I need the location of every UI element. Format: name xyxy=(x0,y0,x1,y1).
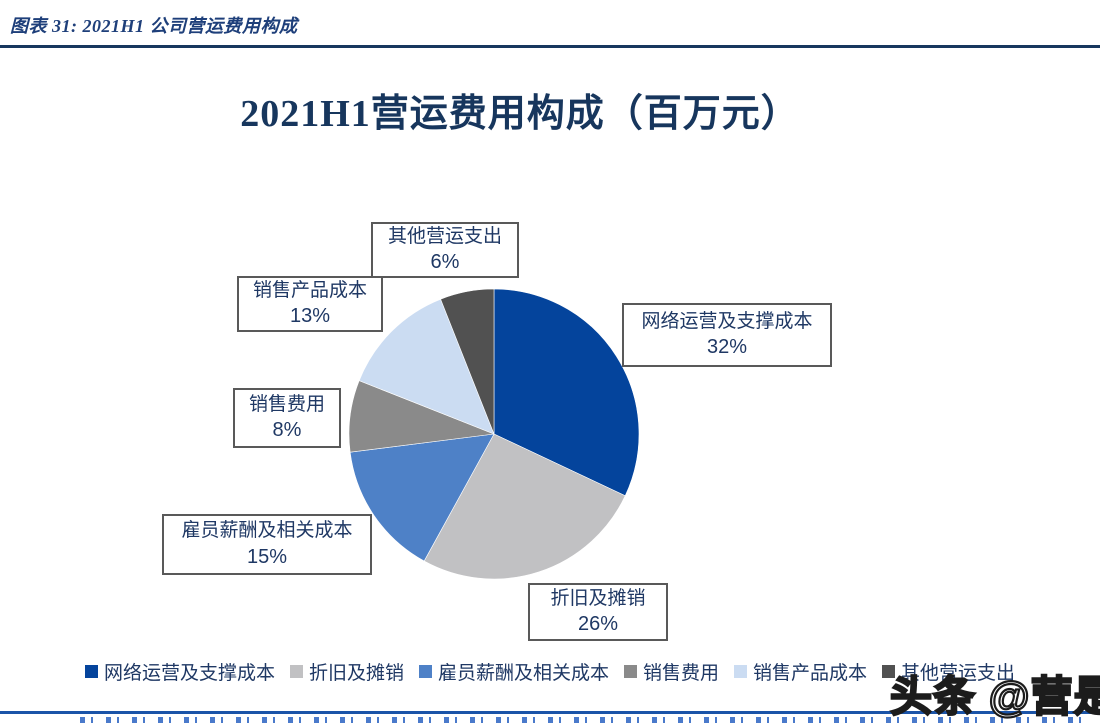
callout-percent: 15% xyxy=(246,545,288,568)
legend: 网络运营及支撑成本 折旧及摊销 雇员薪酬及相关成本 销售费用 销售产品成本 其他… xyxy=(0,658,1100,685)
callout-selling-expense: 销售费用 8% xyxy=(233,388,341,448)
clipped-source-text xyxy=(80,717,1090,723)
callout-percent: 32% xyxy=(706,336,748,359)
callout-label: 折旧及摊销 xyxy=(550,587,646,609)
legend-swatch xyxy=(84,665,98,678)
legend-label: 折旧及摊销 xyxy=(308,663,404,684)
pie-slice-4 xyxy=(358,298,495,435)
callout-label: 雇员薪酬及相关成本 xyxy=(181,520,353,542)
callout-label: 销售产品成本 xyxy=(252,279,367,301)
callout-depreciation: 折旧及摊销 26% xyxy=(528,583,668,641)
legend-label: 销售产品成本 xyxy=(753,663,868,684)
callout-percent: 13% xyxy=(289,305,331,328)
legend-item: 网络运营及支撑成本 xyxy=(84,658,275,685)
legend-swatch xyxy=(418,665,432,678)
callout-employee-cost: 雇员薪酬及相关成本 15% xyxy=(162,514,372,575)
legend-label: 雇员薪酬及相关成本 xyxy=(437,663,609,684)
callout-product-cost: 销售产品成本 13% xyxy=(237,276,383,332)
chart-title: 2021H1营运费用构成（百万元） xyxy=(240,93,800,135)
legend-swatch xyxy=(289,665,303,678)
header-divider xyxy=(0,45,1100,48)
legend-item: 销售费用 xyxy=(624,658,719,685)
callout-percent: 6% xyxy=(430,251,460,274)
figure-caption: 图表 31: 2021H1 公司营运费用构成 xyxy=(10,16,298,36)
callout-percent: 8% xyxy=(272,419,302,442)
legend-swatch xyxy=(734,665,748,678)
callout-label: 其他营运支出 xyxy=(387,225,502,247)
callout-other-operating: 其他营运支出 6% xyxy=(371,222,519,278)
callout-percent: 26% xyxy=(577,613,619,636)
footer-divider xyxy=(0,711,1100,714)
legend-item: 雇员薪酬及相关成本 xyxy=(418,658,609,685)
callout-network-cost: 网络运营及支撑成本 32% xyxy=(622,303,832,367)
legend-label: 销售费用 xyxy=(643,663,720,684)
pie-slice-5 xyxy=(440,288,495,435)
pie-slice-2 xyxy=(349,433,495,562)
pie-chart xyxy=(348,288,640,580)
legend-item: 销售产品成本 xyxy=(734,658,867,685)
legend-label: 其他营运支出 xyxy=(901,663,1016,684)
legend-swatch xyxy=(624,665,637,678)
legend-item: 折旧及摊销 xyxy=(289,658,404,685)
callout-label: 销售费用 xyxy=(248,393,325,415)
legend-swatch xyxy=(882,665,896,678)
callout-label: 网络运营及支撑成本 xyxy=(641,310,813,332)
legend-item: 其他营运支出 xyxy=(882,658,1015,685)
legend-label: 网络运营及支撑成本 xyxy=(103,663,275,684)
watermark: 头条 @营是 xyxy=(889,672,1100,721)
pie-slice-0 xyxy=(493,288,640,497)
